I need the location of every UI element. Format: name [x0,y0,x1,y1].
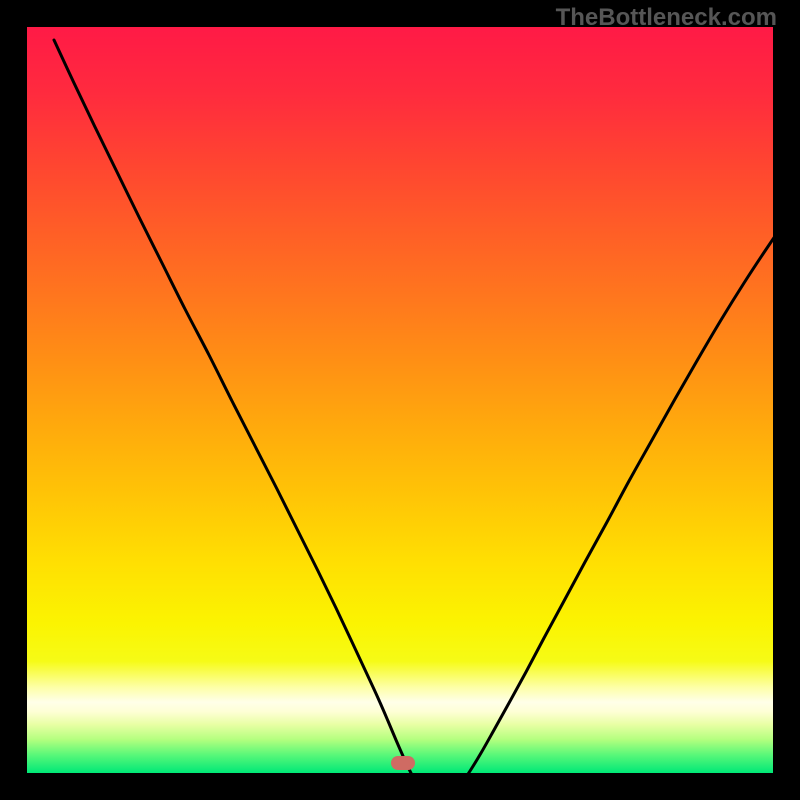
optimal-point-marker [391,756,415,770]
watermark-text: TheBottleneck.com [556,4,777,32]
chart-frame: TheBottleneck.com [0,0,800,800]
bottleneck-curve [27,27,773,773]
plot-area [27,27,773,773]
